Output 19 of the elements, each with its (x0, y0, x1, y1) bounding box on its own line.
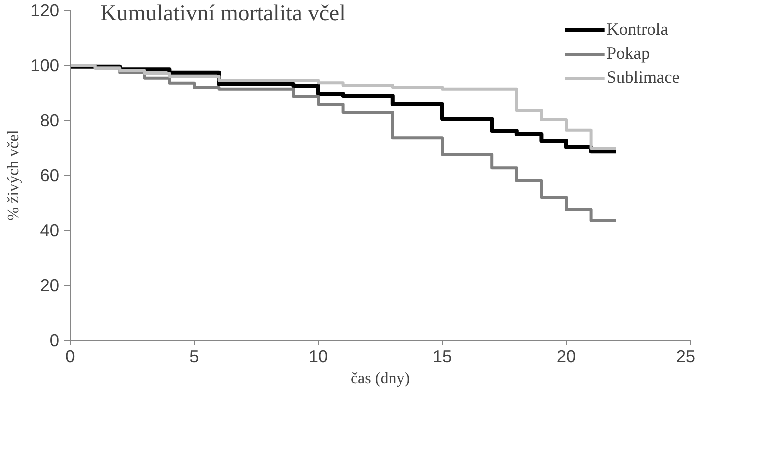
x-tick-label: 0 (66, 346, 76, 366)
x-tick-label: 10 (308, 346, 328, 366)
y-tick-label: 80 (40, 110, 60, 130)
y-tick-label: 20 (40, 276, 60, 296)
x-tick-label: 25 (676, 346, 696, 366)
chart-title: Kumulativní mortalita včel (100, 0, 346, 26)
y-tick-label: 60 (40, 166, 60, 186)
x-tick-label: 5 (190, 346, 200, 366)
legend-label: Kontrola (606, 20, 668, 40)
x-tick-label: 20 (556, 346, 576, 366)
y-tick-label: 0 (50, 330, 60, 350)
x-axis-title: čas (dny) (350, 370, 410, 388)
x-tick-label: 15 (432, 346, 452, 366)
y-axis-title: % živých včel (6, 130, 23, 221)
y-tick-label: 40 (40, 220, 60, 240)
legend-label: Pokap (606, 44, 650, 64)
y-tick-label: 120 (30, 0, 60, 20)
y-tick-label: 100 (30, 56, 60, 76)
legend-label: Sublimace (606, 68, 680, 88)
